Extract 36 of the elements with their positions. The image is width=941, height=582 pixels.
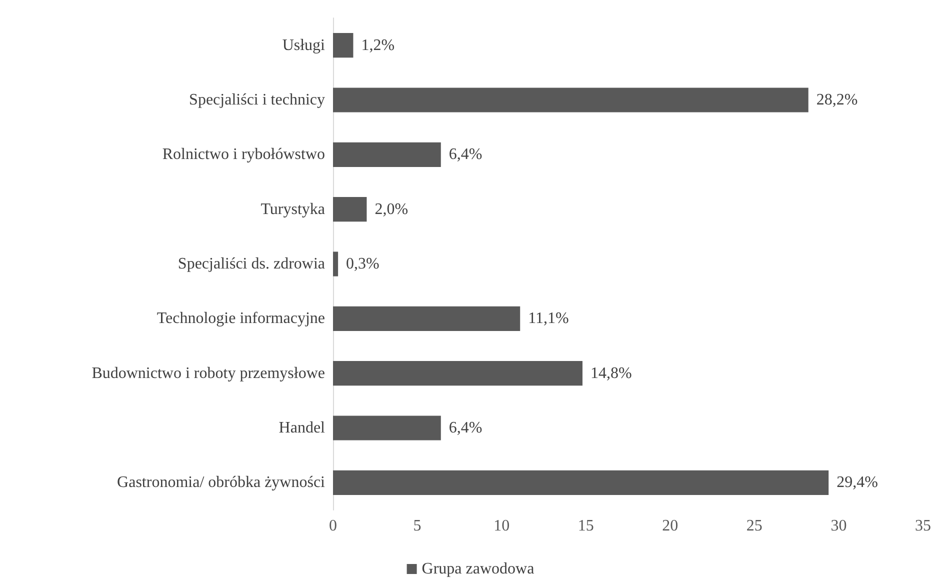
bar: [333, 197, 367, 222]
x-tick-label: 20: [662, 518, 678, 534]
x-tick-label: 5: [413, 518, 422, 534]
bar: [333, 142, 441, 167]
data-label: 14,8%: [590, 364, 632, 382]
y-tick-label: Specjaliści i technicy: [189, 92, 325, 108]
y-tick-label: Handel: [278, 420, 326, 436]
y-tick-label: Specjaliści ds. zdrowia: [178, 256, 325, 272]
data-label: 0,3%: [346, 256, 380, 272]
x-tick-label: 0: [329, 518, 337, 534]
data-label: 2,0%: [374, 200, 408, 218]
bar: [333, 33, 354, 58]
x-tick-label: 15: [578, 518, 594, 534]
bar: [333, 416, 441, 440]
y-tick-label: Gastronomia/ obróbka żywności: [117, 474, 326, 492]
y-tick-label: Technologie informacyjne: [156, 310, 325, 328]
x-tick-label: 25: [746, 518, 762, 534]
data-label: 28,2%: [816, 92, 858, 108]
y-tick-label: Turystyka: [260, 200, 325, 218]
y-tick-label: Usługi: [282, 36, 326, 54]
data-label: 11,1%: [528, 310, 569, 328]
x-tick-label: 35: [915, 518, 931, 534]
y-tick-label: Rolnictwo i rybołówstwo: [162, 146, 325, 164]
data-label: 6,4%: [448, 146, 482, 164]
bar: [333, 88, 808, 112]
data-label: 1,2%: [361, 36, 395, 54]
y-tick-label: Budownictwo i roboty przemysłowe: [92, 364, 325, 382]
bar: [333, 470, 829, 495]
x-tick-label: 30: [830, 518, 847, 534]
bar: [333, 252, 338, 276]
bar: [333, 306, 520, 331]
data-label: 6,4%: [448, 420, 482, 436]
x-tick-label: 10: [494, 518, 510, 534]
bar: [333, 361, 582, 386]
data-label: 29,4%: [836, 474, 878, 492]
legend-label: Grupa zawodowa: [422, 560, 534, 578]
